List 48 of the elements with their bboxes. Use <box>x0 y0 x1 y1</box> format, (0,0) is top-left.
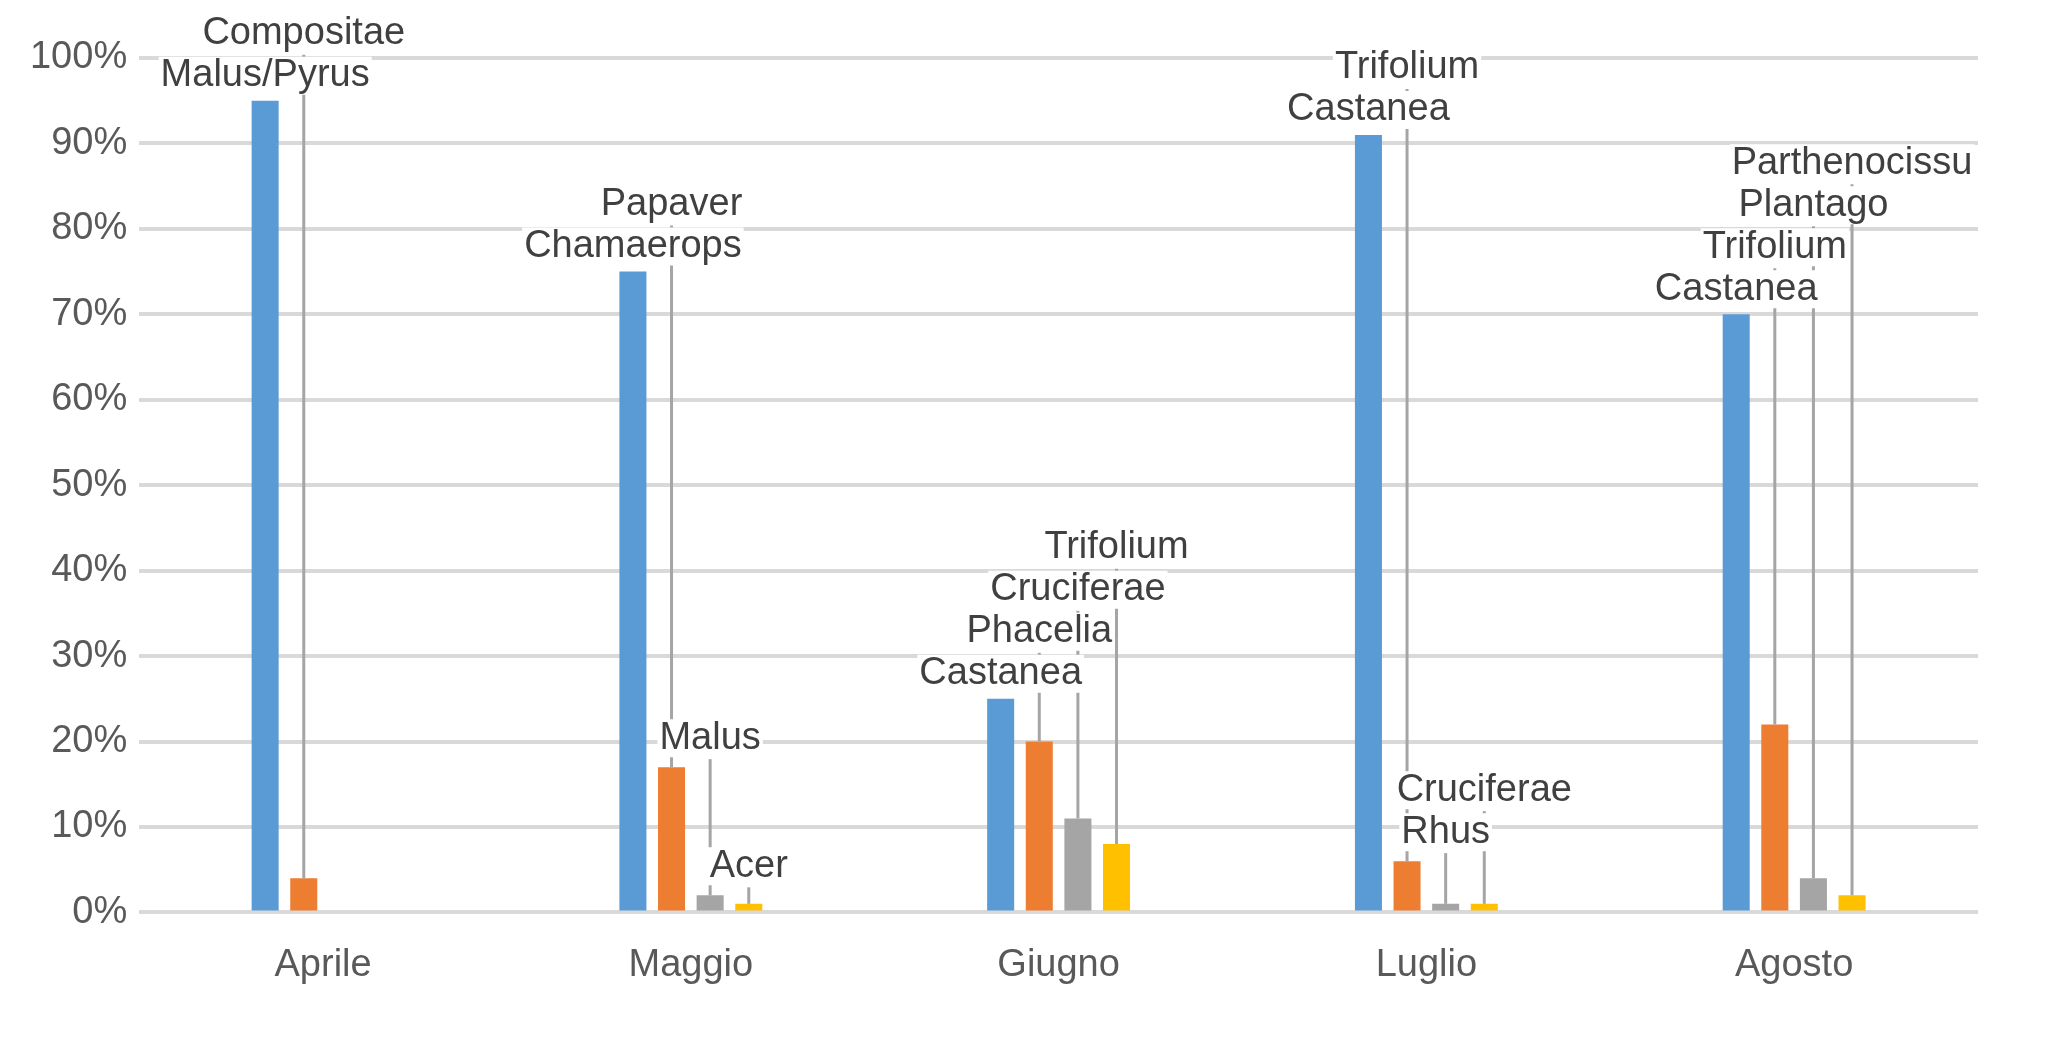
bar <box>1761 724 1789 911</box>
y-tick-label: 0% <box>72 888 128 931</box>
data-label: Castanea <box>1654 265 1819 308</box>
data-label: Castanea <box>919 650 1083 693</box>
y-tick-label: 40% <box>51 547 128 590</box>
bar <box>1354 134 1382 911</box>
data-label: Rhus <box>1401 808 1491 851</box>
x-tick-label: Aprile <box>274 941 372 984</box>
data-label: Cruciferae <box>1396 766 1572 809</box>
data-label: Trifolium <box>1044 524 1189 567</box>
bar <box>735 903 763 911</box>
bar <box>658 767 686 911</box>
bar <box>987 698 1015 911</box>
x-tick-label: Maggio <box>628 941 754 984</box>
y-tick-label: 100% <box>29 34 128 77</box>
data-label: Phacelia <box>966 608 1114 651</box>
y-tick-label: 50% <box>51 461 128 504</box>
y-tick-label: 90% <box>51 119 128 162</box>
y-tick-label: 30% <box>51 632 128 675</box>
x-tick-label: Luglio <box>1375 941 1478 984</box>
bar <box>619 271 647 911</box>
data-label: Parthenocissu <box>1731 139 1973 182</box>
bar <box>1025 741 1053 911</box>
y-tick-label: 10% <box>51 803 128 846</box>
bar <box>251 100 279 911</box>
data-label: Trifolium <box>1334 44 1480 87</box>
bar <box>1470 903 1498 911</box>
bar <box>1393 861 1421 911</box>
data-label: Malus/Pyrus <box>160 52 370 95</box>
bar <box>290 878 318 911</box>
x-tick-label: Giugno <box>997 941 1120 984</box>
data-label: Acer <box>709 842 789 885</box>
data-label: Compositae <box>202 10 406 53</box>
y-tick-label: 20% <box>51 718 128 760</box>
bar <box>1722 314 1750 911</box>
data-label: Chamaerops <box>524 223 742 266</box>
data-label: Cruciferae <box>990 566 1166 609</box>
data-label: Plantago <box>1738 181 1889 224</box>
bar <box>1103 844 1131 911</box>
y-tick-label: 70% <box>51 290 128 333</box>
data-label: Papaver <box>600 181 743 224</box>
data-label: Malus <box>659 714 761 757</box>
y-tick-label: 60% <box>51 376 128 419</box>
data-label: Castanea <box>1287 86 1451 129</box>
bar <box>1838 895 1866 911</box>
x-tick-label: Agosto <box>1734 941 1854 984</box>
y-tick-label: 80% <box>51 205 128 248</box>
data-label: Trifolium <box>1702 223 1847 266</box>
